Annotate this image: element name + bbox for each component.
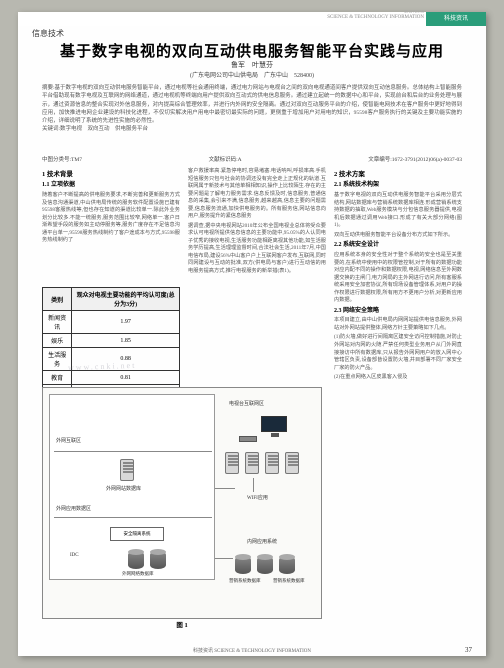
label-ext-net: 外网互联区 [56,437,81,444]
connector [54,451,212,452]
server-icon [120,459,134,481]
affiliation: (广东电网公司中山供电局 广东中山 528400) [18,70,486,79]
database-icon [128,551,144,569]
inner-zone: 外网互联区 外网网站数据库 外网应用数据区 安全隔离系统 IDC 外网网络数据库 [49,394,215,580]
label-mail: 营销系统数据库 [273,578,305,584]
th-score: 观众对电视主要功能的平均认可度(总分为3分) [72,288,180,311]
heading-1: 1 技术背景 [42,170,180,179]
label-marketing2: 外网网络数据库 [122,571,154,577]
heading-2-3: 2.3 网络安全策略 [334,307,462,316]
connector [215,558,233,559]
col2-p2: 据调查,据中央电视网站2010年公布全国电视业总体将受众要求认可电视所提供信息信… [188,223,326,276]
column-1: 1 技术背景 1.1 立项依据 随着客户不断提高的供电服务要求,不断完善和更新服… [42,168,180,247]
top-bar: 2012 NO.16 SCIENCE & TECHNOLOGY INFORMAT… [18,12,486,26]
heading-2: 2 技术方案 [334,170,462,179]
table-row: 新闻资讯1.97 [43,311,180,334]
database-icon [150,551,166,569]
keywords: 关键词:数字电视 双向互动 供电服务平台 [42,125,462,133]
column-3: 2 技术方案 2.1 系统技术构架 基于数字电视的双向互动供电服务智能平台采用分… [334,168,462,384]
col3-p1b: 双向互动供电服务智能平台设备分布方式如下所示。 [334,232,462,240]
database-icon [257,556,273,574]
server-icon [245,452,259,474]
connector [253,478,254,492]
footer-center: 科技资讯 SCIENCE & TECHNOLOGY INFORMATION [193,647,311,654]
col3-p1: 基于数字电视的双向互动供电服务智能平台采用分层式结构,网站数据库与营销系统数据库… [334,192,462,230]
page: 2012 NO.16 SCIENCE & TECHNOLOGY INFORMAT… [18,12,486,656]
table-row: 教育0.81 [43,371,180,385]
settop-box-icon [239,436,257,442]
col1-p1: 随着客户不断提高的供电服务要求,不断完善和更新服务方式及信息沟通渠道,中山供电局… [42,192,180,245]
label-ext-site: 外网网站数据库 [106,485,141,492]
abstract-text: 摘要:基于数字电视的双向互动供电服务智能平台，通过电视等社会通用终端，通过电力网… [42,84,462,125]
label-tv-platform: 电视台互联网区 [229,400,264,407]
journal-english: SCIENCE & TECHNOLOGY INFORMATION [327,15,424,20]
th-category: 类别 [43,288,72,311]
label-idc: IDC [70,553,79,558]
authors: 鲁军 叶慧芬 [18,60,486,70]
database-icon [235,556,251,574]
col3-p2: 应用系统本身的安全性对于整个系统的安全也是至关重要的,在系统中使用中的权限管控制… [334,252,462,305]
label-wifi: WIFI应用 [247,494,268,501]
doc-code: 文献标识码:A [209,155,242,163]
tv-icon [261,416,287,432]
heading-1-1: 1.1 立项依据 [42,181,180,190]
server-icon [285,452,299,474]
heading-2-1: 2.1 系统技术构架 [334,181,462,190]
section-label: 信息技术 [32,28,64,39]
footer: 科技资讯 SCIENCE & TECHNOLOGY INFORMATION 37 [18,644,486,656]
connector [54,517,212,518]
table-header-row: 类别 观众对电视主要功能的平均认可度(总分为3分) [43,288,180,311]
figure-caption: 图 1 [42,619,322,629]
col3-p3: 本项目建立,由中山供电局内网网站提供电信息服务,外网站对外网站提供整体,网络方针… [334,317,462,332]
label-ext-apply: 外网应用数据区 [56,505,91,512]
col2-p1: 客户救援率高.紧急停电时,容易堵塞.电话呐叫,呼损率高.手机短信服务只包与社会的… [188,168,326,221]
server-icon [265,452,279,474]
meta-row: 中图分类号:TM7 文献标识码:A 文章编号:1672-3791(2012)06… [42,155,462,163]
heading-2-2: 2.2 系统安全设计 [334,241,462,250]
box-fetch: 安全隔离系统 [110,527,164,541]
col3-p4: (1)防火墙,做好进行间隔离区建安全访问控制措施,对防止外网站对内网的火随.严禁… [334,334,462,372]
article-no: 文章编号:1672-3791(2012)06(a)-0037-03 [368,155,462,163]
database-icon [279,556,295,574]
abstract-block: 摘要:基于数字电视的双向互动供电服务智能平台，通过电视等社会通用终端，通过电力网… [42,84,462,134]
label-marketing: 营销系统数据库 [229,578,261,584]
table-row: 娱乐1.85 [43,334,180,348]
article-title: 基于数字电视的双向互动供电服务智能平台实践与应用 [18,40,486,61]
label-sms: 内网应用系统 [247,538,277,545]
issue-date: 2012 NO.16 [404,9,424,14]
clc: 中图分类号:TM7 [42,155,82,163]
column-2: 客户救援率高.紧急停电时,容易堵塞.电话呐叫,呼损率高.手机短信服务只包与社会的… [188,168,326,277]
architecture-diagram: 电视台互联网区 WIFI应用 外网互联区 外网网站数据库 外网应用数据区 安全隔… [42,387,322,619]
page-number: 37 [465,646,472,654]
journal-badge: 科技资讯 [426,12,486,26]
connector [215,488,235,489]
server-icon [225,452,239,474]
col3-p5: (2)在重点网络入区皮黑客入侵及 [334,374,462,382]
